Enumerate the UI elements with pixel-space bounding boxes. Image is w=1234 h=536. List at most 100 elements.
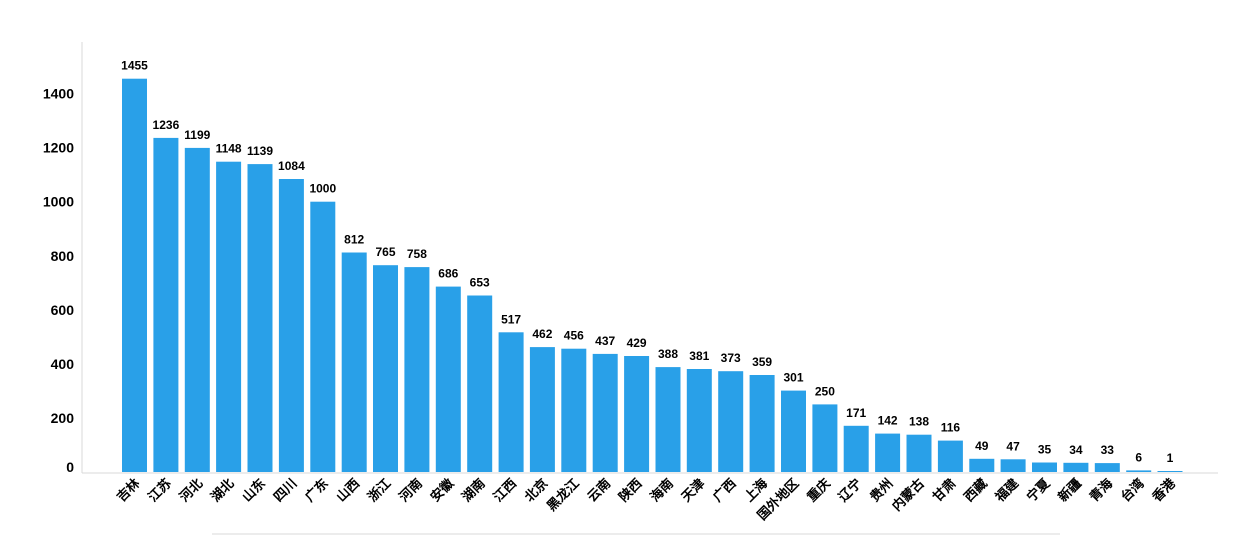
bar-value-label: 456 — [564, 329, 584, 343]
x-tick-label: 黑龙江 — [544, 476, 583, 515]
x-tick-label: 河南 — [396, 476, 426, 506]
bar-value-label: 765 — [375, 245, 395, 259]
bar — [153, 137, 179, 472]
bar — [655, 367, 681, 472]
value-label-group: 1455 1236 1199 1148 1139 1084 1000 812 765 758 686… — [121, 59, 1174, 465]
x-tick-label: 甘肃 — [930, 476, 960, 506]
bar — [624, 356, 650, 472]
x-tick-label: 新疆 — [1055, 476, 1085, 506]
x-tick-label: 重庆 — [804, 476, 834, 506]
bar — [310, 201, 336, 472]
x-tick-label: 福建 — [992, 476, 1022, 506]
x-tick-label: 内蒙古 — [889, 476, 928, 515]
bar-value-label: 388 — [658, 347, 678, 361]
bar — [1063, 462, 1089, 472]
bar — [1032, 462, 1057, 472]
bar-value-label: 359 — [752, 355, 772, 369]
x-tick-label: 四川 — [271, 476, 300, 505]
bar — [843, 425, 869, 472]
bar — [184, 147, 210, 472]
bar — [937, 440, 963, 472]
bar-value-label: 1000 — [309, 182, 336, 196]
bar-value-label: 517 — [501, 312, 521, 326]
x-tick-label: 云南 — [584, 476, 614, 506]
x-tick-label: 江苏 — [145, 476, 175, 506]
x-tick-label: 广东 — [302, 476, 332, 506]
bar-value-label: 250 — [815, 384, 835, 398]
x-tick-label: 海南 — [647, 476, 677, 506]
bar-value-label: 138 — [909, 415, 929, 429]
bar — [686, 369, 712, 472]
bar-value-label: 429 — [627, 336, 647, 350]
bar-value-label: 33 — [1101, 443, 1115, 457]
bar-value-label: 35 — [1038, 443, 1052, 457]
x-tick-label: 广西 — [710, 476, 740, 506]
bar-value-label: 437 — [595, 334, 615, 348]
bar — [592, 353, 618, 472]
bar-group — [122, 78, 1183, 472]
x-tick-label: 辽宁 — [835, 476, 865, 506]
y-tick-label: 800 — [51, 248, 75, 264]
bar-value-label: 381 — [689, 349, 709, 363]
bar — [278, 179, 304, 472]
y-tick-label: 0 — [66, 459, 74, 475]
bar — [718, 371, 744, 472]
bar-value-label: 1139 — [247, 144, 273, 158]
x-tick-label: 湖南 — [459, 476, 489, 506]
bar-value-label: 6 — [1135, 450, 1142, 464]
x-tick-label: 山东 — [239, 476, 269, 506]
bar — [1157, 471, 1183, 472]
y-tick-group: 0 200 400 600 800 1000 1200 1400 — [43, 86, 74, 475]
y-tick-label: 1000 — [43, 194, 74, 210]
bar — [781, 390, 806, 472]
bar-value-label: 1199 — [184, 128, 210, 142]
x-tick-label: 江西 — [490, 476, 520, 506]
bar-value-label: 1 — [1167, 451, 1174, 465]
y-tick-label: 1200 — [43, 140, 74, 156]
bar-value-label: 301 — [783, 371, 803, 385]
x-tick-label: 青海 — [1086, 476, 1116, 506]
bar-value-label: 116 — [941, 421, 961, 435]
bar — [812, 404, 838, 472]
bar-value-label: 1084 — [278, 159, 305, 173]
bar-value-label: 34 — [1069, 443, 1083, 457]
y-tick-label: 400 — [51, 356, 75, 372]
y-tick-label: 1400 — [43, 86, 74, 102]
x-tick-label: 吉林 — [114, 476, 144, 506]
bar — [373, 265, 398, 472]
x-tick-label: 安徽 — [427, 475, 457, 505]
x-tick-label: 天津 — [678, 476, 708, 506]
bar — [875, 433, 901, 472]
bar — [969, 458, 995, 472]
bar — [498, 332, 524, 472]
bar — [749, 375, 775, 472]
bar — [467, 295, 493, 472]
bar — [906, 434, 932, 472]
x-tick-label: 山西 — [333, 476, 363, 506]
bar — [341, 252, 367, 472]
bar-value-label: 373 — [721, 351, 741, 365]
x-tick-label: 浙江 — [365, 476, 395, 506]
bar-value-label: 812 — [344, 233, 364, 247]
x-tick-label: 宁夏 — [1024, 475, 1054, 505]
bar — [404, 267, 430, 472]
x-tick-label: 香港 — [1148, 475, 1179, 506]
bar-value-label: 653 — [470, 276, 490, 290]
y-tick-label: 200 — [51, 410, 75, 426]
bar — [1000, 459, 1026, 472]
bar — [561, 348, 587, 472]
bar-value-label: 142 — [878, 414, 898, 428]
bar — [247, 164, 273, 472]
bar — [529, 347, 555, 472]
x-tick-label: 陕西 — [616, 476, 646, 506]
bar-value-label: 758 — [407, 247, 427, 261]
bar-value-label: 47 — [1006, 439, 1020, 453]
bar-value-label: 1455 — [121, 59, 148, 73]
bar-value-label: 171 — [846, 406, 866, 420]
bar — [122, 78, 147, 472]
bar-value-label: 49 — [975, 439, 989, 453]
bar-value-label: 686 — [438, 267, 458, 281]
x-tick-label: 西藏 — [961, 476, 991, 506]
y-tick-label: 600 — [51, 302, 75, 318]
